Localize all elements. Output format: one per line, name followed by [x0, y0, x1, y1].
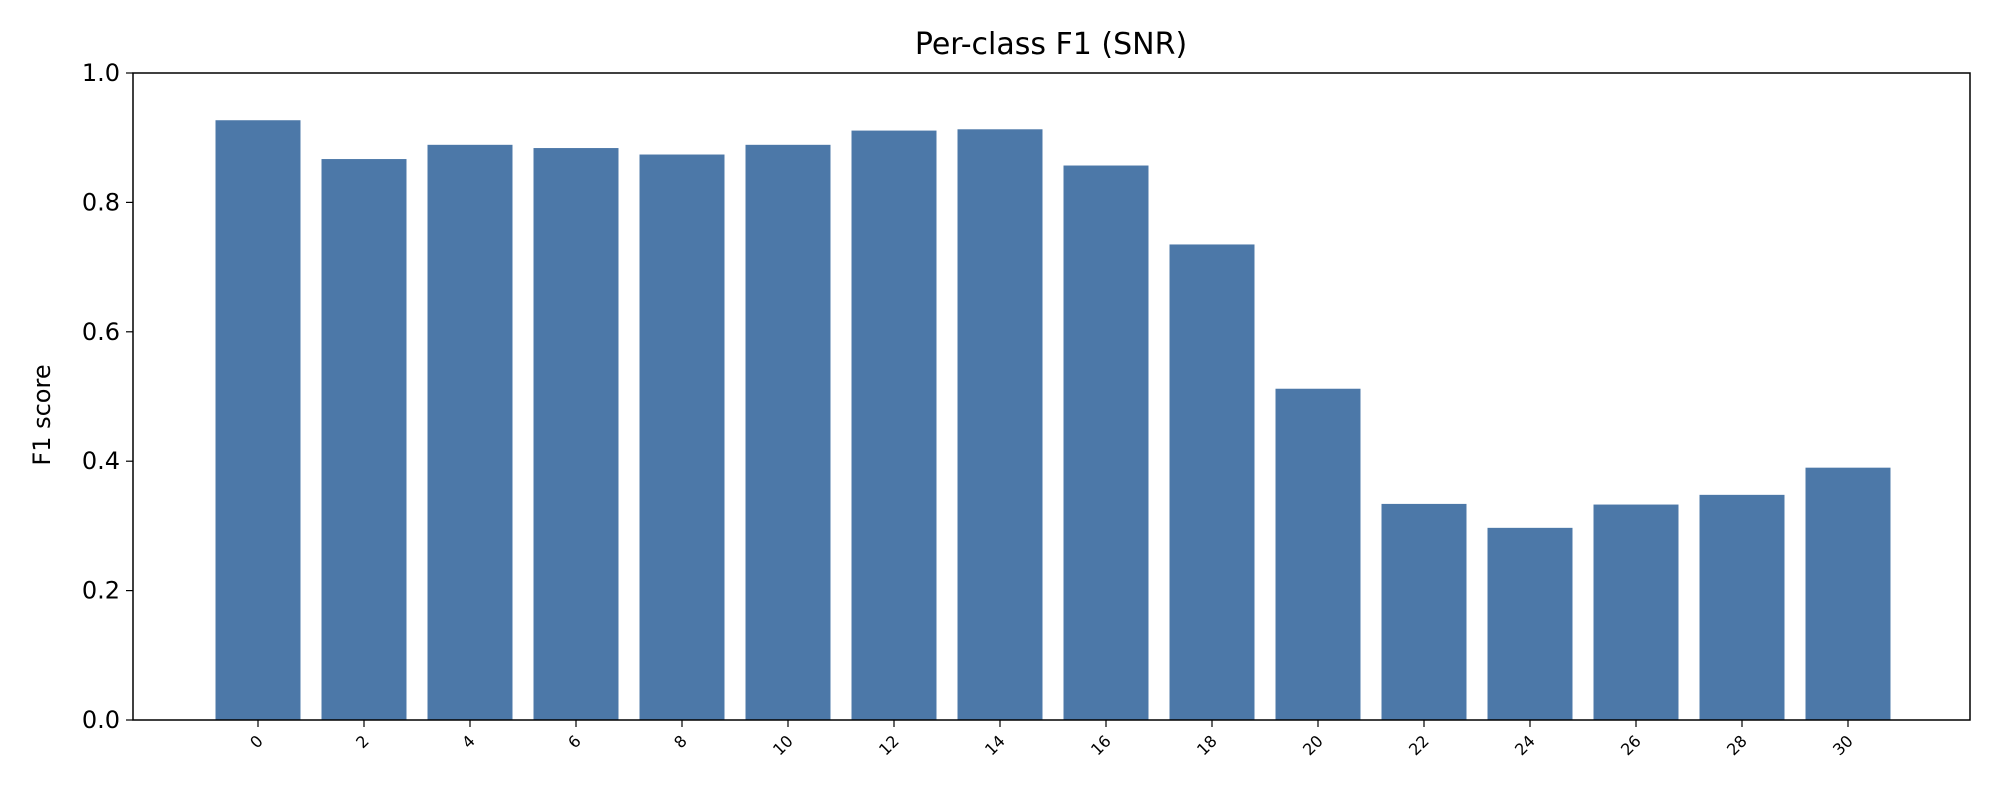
- bar-26: [1593, 504, 1679, 720]
- bar-22: [1381, 503, 1467, 720]
- x-tick-label: 24: [1511, 731, 1539, 759]
- x-tick-label: 6: [564, 731, 585, 752]
- bar-12: [851, 130, 937, 720]
- bar-14: [957, 129, 1043, 720]
- y-tick-label: 0.6: [82, 318, 120, 346]
- bar-6: [533, 148, 619, 720]
- x-tick-label: 10: [769, 731, 797, 759]
- bar-28: [1699, 494, 1785, 720]
- y-ticks-group: 0.0 0.2 0.4 0.6 0.8 1.0: [82, 59, 133, 734]
- y-tick-label: 0.4: [82, 447, 120, 475]
- y-tick-label: 0.2: [82, 577, 120, 605]
- bar-18: [1169, 244, 1255, 720]
- x-tick-label: 2: [352, 731, 373, 752]
- y-tick-label: 0.8: [82, 188, 120, 216]
- y-tick-label: 0.0: [82, 706, 120, 734]
- x-tick-label: 30: [1829, 731, 1857, 759]
- x-tick-label: 8: [670, 731, 691, 752]
- bar-4: [427, 144, 513, 720]
- x-tick-label: 4: [458, 731, 479, 752]
- x-tick-label: 22: [1405, 731, 1433, 759]
- x-tick-label: 12: [875, 731, 903, 759]
- bar-8: [639, 154, 725, 721]
- bar-16: [1063, 165, 1149, 720]
- x-tick-label: 28: [1723, 731, 1751, 759]
- bar-20: [1275, 388, 1361, 720]
- bar-2: [321, 159, 407, 720]
- bar-0: [215, 120, 301, 720]
- y-axis-label: F1 score: [28, 364, 56, 465]
- x-tick-label: 26: [1617, 731, 1645, 759]
- x-ticks-group: 0 2 4 6 8 10 12 14 16 18 20 22 24 26 28 30: [246, 720, 1857, 759]
- plot-frame: [132, 72, 1971, 721]
- x-tick-label: 18: [1193, 731, 1221, 759]
- bar-24: [1487, 527, 1573, 720]
- chart-title: Per-class F1 (SNR): [915, 27, 1187, 62]
- y-tick-label: 1.0: [82, 59, 120, 87]
- x-tick-label: 14: [981, 731, 1009, 759]
- x-tick-label: 16: [1087, 731, 1115, 759]
- x-tick-label: 20: [1299, 731, 1327, 759]
- bar-30: [1805, 467, 1891, 720]
- x-tick-label: 0: [246, 731, 267, 752]
- bars-group: [215, 120, 1891, 721]
- bar-10: [745, 144, 831, 720]
